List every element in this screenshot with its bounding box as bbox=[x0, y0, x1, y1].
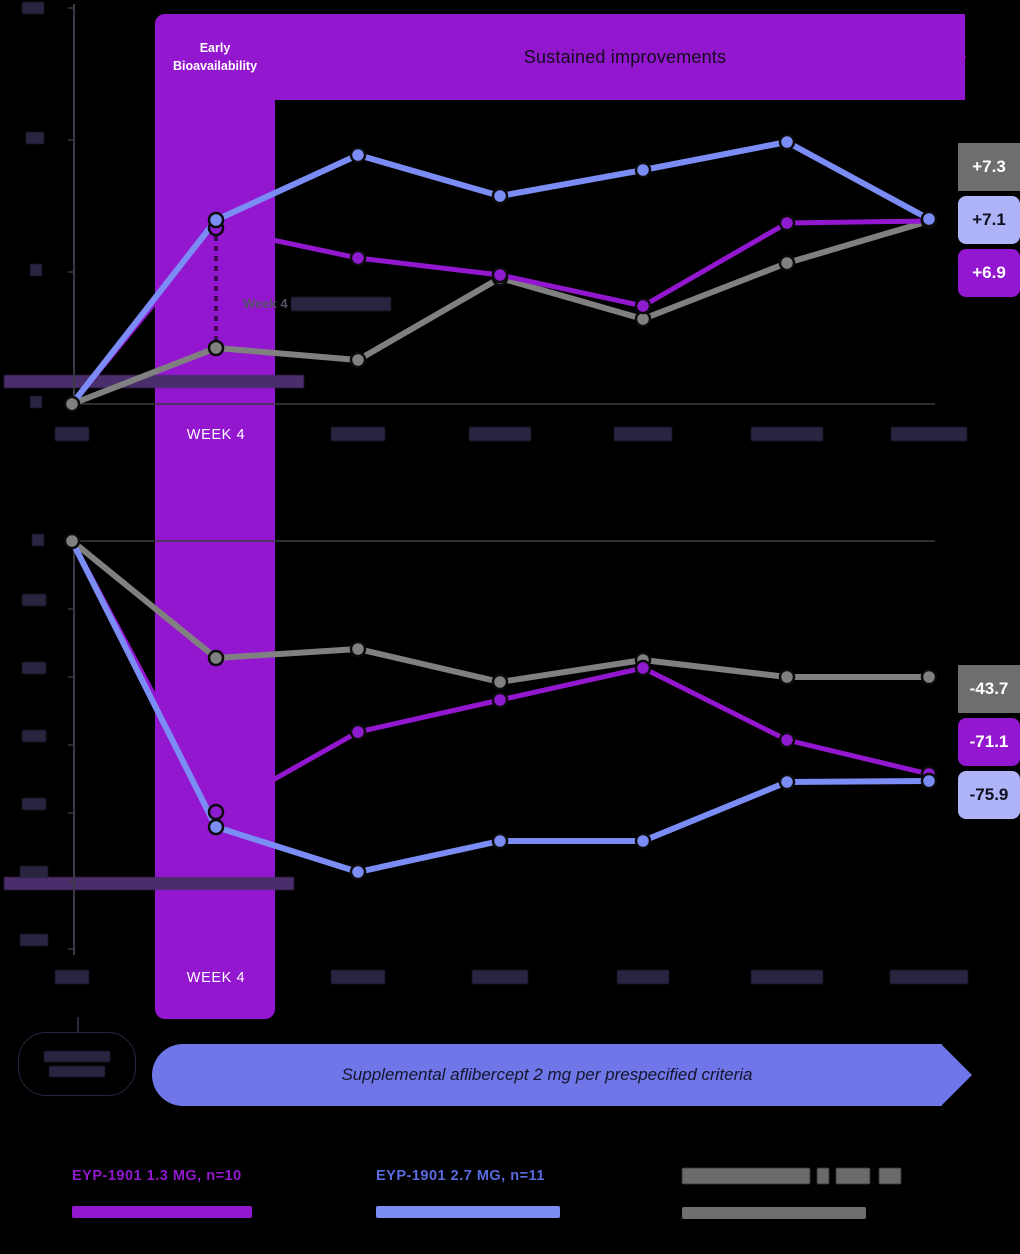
sustained-improvements-label: Sustained improvements bbox=[523, 46, 727, 67]
week4-annotation-visible: Week 4 bbox=[243, 296, 288, 311]
cst-plot-svg bbox=[63, 532, 938, 955]
early-bioavailability-label: Early Bioavailability bbox=[155, 14, 275, 100]
legend-swatch-comparator bbox=[682, 1207, 866, 1219]
legend-label-2-7mg: EYP-1901 2.7 MG, n=11 bbox=[376, 1168, 545, 1184]
sustained-improvements-banner: Early Bioavailability Sustained improvem… bbox=[155, 14, 966, 100]
chart-legend: EYP-1901 1.3 MG, n=10 EYP-1901 2.7 MG, n… bbox=[0, 1168, 1020, 1254]
legend-label-1-3mg: EYP-1901 1.3 MG, n=10 bbox=[72, 1168, 242, 1184]
badge-upper-comparator: +7.3 bbox=[958, 143, 1020, 191]
cst-xtick-week8 bbox=[331, 970, 385, 987]
cst-xtick-week12 bbox=[472, 970, 528, 987]
cst-markers-1-3mg bbox=[207, 659, 938, 821]
banner-bottom-arrow-icon bbox=[941, 1044, 972, 1106]
cst-x-tick-row: WEEK 4 bbox=[0, 966, 1020, 996]
badge-lower-1-3mg: -71.1 bbox=[958, 718, 1020, 766]
badge-upper-2-7mg: +7.1 bbox=[958, 196, 1020, 244]
bcva-series-1-3mg bbox=[69, 218, 932, 407]
early-label-line2: Bioavailability bbox=[172, 59, 258, 73]
badge-lower-2-7mg: -75.9 bbox=[958, 771, 1020, 819]
baseline-callout bbox=[18, 1017, 136, 1096]
bcva-xtick-week20 bbox=[751, 427, 823, 444]
bcva-xtick-day1 bbox=[55, 427, 89, 444]
bcva-markers-2-7mg bbox=[207, 133, 938, 229]
cst-xtick-week4: WEEK 4 bbox=[174, 966, 258, 990]
cst-markers-comparator bbox=[63, 532, 938, 691]
badge-upper-1-3mg: +6.9 bbox=[958, 249, 1020, 297]
legend-label-comparator bbox=[682, 1168, 901, 1185]
legend-item-1-3mg: EYP-1901 1.3 MG, n=10 bbox=[72, 1168, 252, 1218]
bcva-xtick-week8 bbox=[331, 427, 385, 444]
bcva-xtick-week16 bbox=[614, 427, 672, 444]
bcva-x-tick-row: WEEK 4 bbox=[0, 423, 1020, 453]
badge-lower-comparator: -43.7 bbox=[958, 665, 1020, 713]
cst-panel: WEEK 4 bbox=[0, 510, 1020, 1010]
early-bioavailability-band bbox=[155, 14, 275, 1019]
supplemental-aflibercept-label: Supplemental aflibercept 2 mg per prespe… bbox=[341, 1065, 753, 1084]
bcva-xtick-week12 bbox=[469, 427, 531, 444]
cst-xtick-week24 bbox=[890, 970, 968, 987]
week4-annotation: Week 4 bbox=[243, 296, 391, 311]
bcva-xtick-week4: WEEK 4 bbox=[174, 423, 258, 447]
cst-markers-2-7mg bbox=[207, 772, 938, 881]
cst-series-comparator bbox=[69, 538, 932, 685]
cst-xtick-week20 bbox=[751, 970, 823, 987]
callout-stem bbox=[77, 1017, 79, 1033]
legend-swatch-2-7mg bbox=[376, 1206, 560, 1218]
banner-arrow-icon bbox=[936, 14, 966, 100]
bcva-panel: Week 4 WEEK 4 bbox=[0, 0, 1020, 470]
bcva-xtick-week24 bbox=[891, 427, 967, 444]
legend-item-comparator bbox=[682, 1168, 901, 1219]
supplemental-aflibercept-banner: Supplemental aflibercept 2 mg per prespe… bbox=[152, 1044, 972, 1106]
legend-item-2-7mg: EYP-1901 2.7 MG, n=11 bbox=[376, 1168, 560, 1218]
early-label-line1: Early bbox=[199, 40, 231, 55]
cst-xtick-week16 bbox=[617, 970, 669, 987]
legend-swatch-1-3mg bbox=[72, 1206, 252, 1218]
bcva-plot-svg bbox=[63, 4, 938, 413]
cst-xtick-day1 bbox=[55, 970, 89, 987]
